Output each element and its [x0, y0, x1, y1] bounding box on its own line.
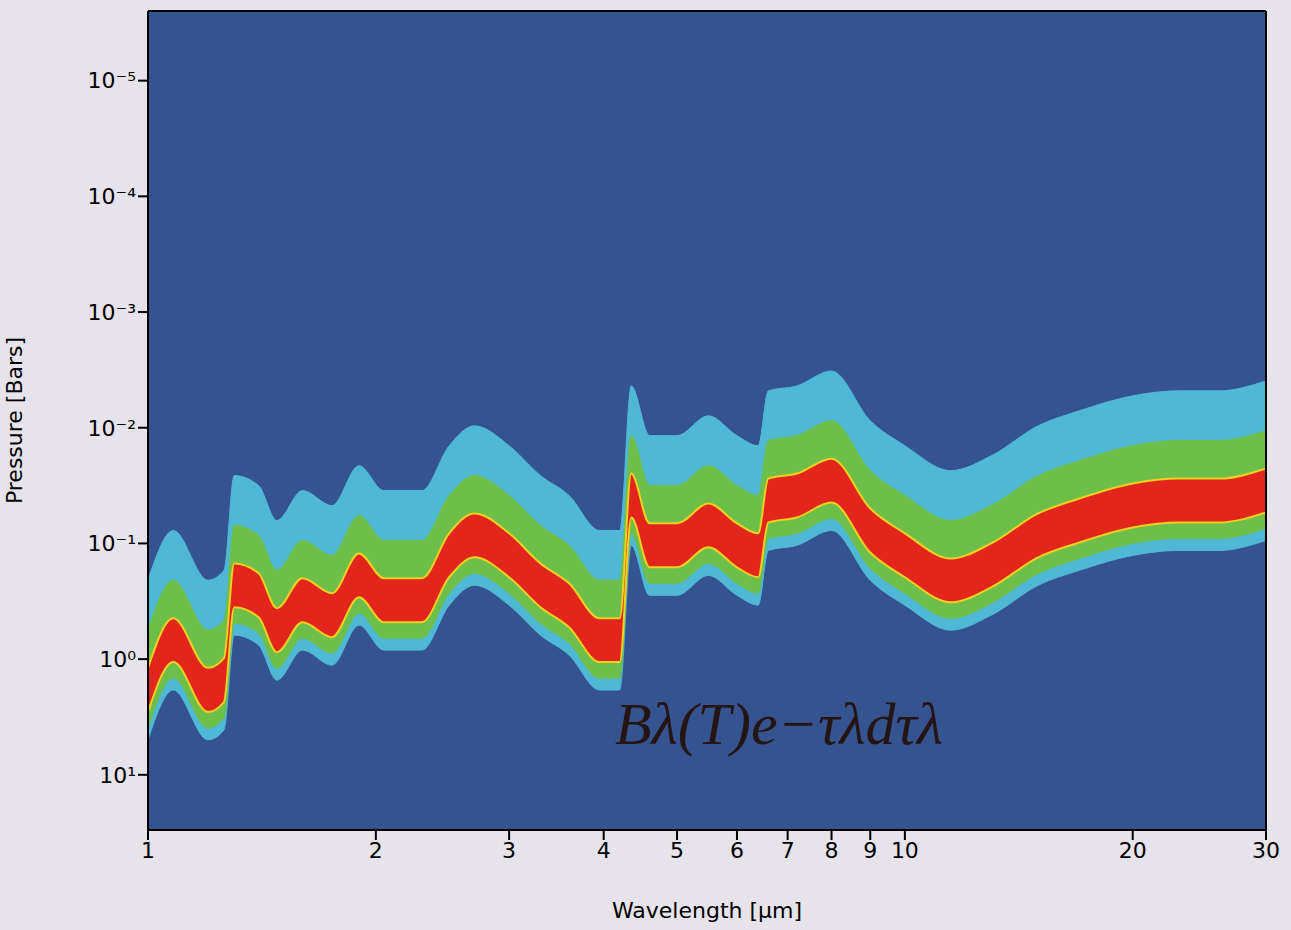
svg-text:10⁰: 10⁰ — [99, 647, 136, 672]
html-text:Bλ(T)e−τλdτλ: Bλ(T)e−τλdτλ — [615, 691, 943, 757]
svg-text:Wavelength [μm]: Wavelength [μm] — [612, 898, 802, 923]
svg-text:10¹: 10¹ — [99, 763, 136, 788]
svg-text:6: 6 — [730, 838, 744, 863]
svg-text:8: 8 — [825, 838, 839, 863]
svg-text:2: 2 — [369, 838, 383, 863]
svg-text:9: 9 — [863, 838, 877, 863]
svg-text:10⁻³: 10⁻³ — [88, 300, 136, 325]
svg-text:10⁻⁵: 10⁻⁵ — [88, 68, 136, 93]
svg-text:7: 7 — [781, 838, 795, 863]
svg-text:10: 10 — [891, 838, 919, 863]
svg-text:1: 1 — [141, 838, 155, 863]
svg-text:5: 5 — [670, 838, 684, 863]
svg-text:20: 20 — [1119, 838, 1147, 863]
svg-text:30: 30 — [1252, 838, 1280, 863]
svg-text:10⁻⁴: 10⁻⁴ — [88, 184, 137, 209]
svg-text:10⁻²: 10⁻² — [88, 416, 136, 441]
svg-text:3: 3 — [502, 838, 516, 863]
svg-text:4: 4 — [597, 838, 611, 863]
svg-text:10⁻¹: 10⁻¹ — [88, 531, 136, 556]
svg-text:Pressure [Bars]: Pressure [Bars] — [2, 337, 27, 504]
